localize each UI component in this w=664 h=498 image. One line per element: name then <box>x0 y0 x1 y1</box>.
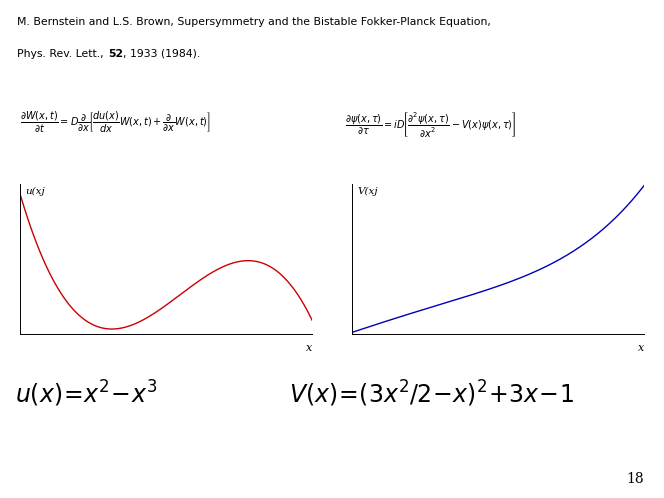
Text: M. Bernstein and L.S. Brown, Supersymmetry and the Bistable Fokker-Planck Equati: M. Bernstein and L.S. Brown, Supersymmet… <box>17 17 491 27</box>
Text: 52: 52 <box>108 49 124 59</box>
Text: V(xj: V(xj <box>358 187 378 196</box>
Text: x: x <box>638 343 644 353</box>
Text: Phys. Rev. Lett.,: Phys. Rev. Lett., <box>17 49 107 59</box>
Text: 18: 18 <box>626 472 644 486</box>
Text: $\dfrac{\partial W(x,t)}{\partial t} = D\dfrac{\partial}{\partial x}\!\left[\dfr: $\dfrac{\partial W(x,t)}{\partial t} = D… <box>20 110 211 134</box>
Text: u(xj: u(xj <box>26 187 46 196</box>
Text: , 1933 (1984).: , 1933 (1984). <box>123 49 200 59</box>
Text: $V(x)\!=\!(3x^2/2\!-\!x)^2\!+\!3x\!-\!1$: $V(x)\!=\!(3x^2/2\!-\!x)^2\!+\!3x\!-\!1$ <box>289 378 574 409</box>
Text: $\dfrac{\partial\psi(x,\tau)}{\partial\tau} = iD\!\left[\dfrac{\partial^2\psi(x,: $\dfrac{\partial\psi(x,\tau)}{\partial\t… <box>345 110 517 138</box>
Text: x: x <box>306 343 312 353</box>
Text: $u(x)\!=\!x^2\!-\!x^3$: $u(x)\!=\!x^2\!-\!x^3$ <box>15 378 157 409</box>
